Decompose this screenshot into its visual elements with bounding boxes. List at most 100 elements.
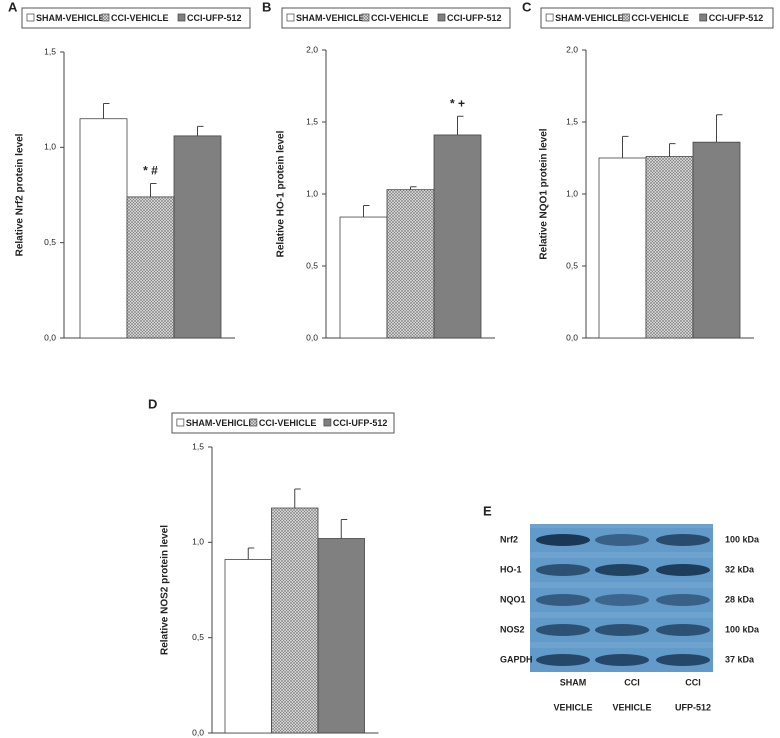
legend-swatch bbox=[323, 418, 332, 427]
legend-label: SHAM-VEHICLE bbox=[555, 13, 624, 23]
error-bar bbox=[103, 102, 110, 119]
blot-band bbox=[595, 624, 649, 636]
error-bar bbox=[294, 488, 301, 509]
error-bar bbox=[363, 205, 370, 218]
protein-label: Nrf2 bbox=[500, 534, 518, 544]
y-tick-label: 0,0 bbox=[44, 332, 56, 342]
y-tick-label: 1,0 bbox=[192, 537, 204, 547]
bar bbox=[271, 507, 319, 734]
lane-label: CCI bbox=[685, 677, 701, 687]
blot-band bbox=[656, 534, 710, 546]
legend-swatch bbox=[177, 13, 186, 22]
blot-band bbox=[656, 594, 710, 606]
bar bbox=[317, 538, 365, 734]
legend-label: CCI-UFP-512 bbox=[447, 13, 502, 23]
annotation: * + bbox=[450, 96, 465, 110]
lane-label: VEHICLE bbox=[612, 702, 651, 712]
bar bbox=[386, 189, 435, 339]
protein-label: NOS2 bbox=[500, 624, 525, 634]
error-bar bbox=[669, 143, 676, 157]
legend-label: CCI-UFP-512 bbox=[709, 13, 764, 23]
legend-swatch bbox=[176, 418, 185, 427]
blot-band bbox=[656, 564, 710, 576]
legend-label: CCI-UFP-512 bbox=[187, 13, 242, 23]
blot-band bbox=[536, 624, 590, 636]
error-bar bbox=[247, 547, 255, 560]
y-tick-label: 1,5 bbox=[192, 441, 204, 451]
legend-label: CCI-VEHICLE bbox=[631, 13, 689, 23]
size-label: 100 kDa bbox=[725, 534, 760, 544]
bar bbox=[598, 157, 647, 339]
blot-band bbox=[595, 534, 649, 546]
error-bar bbox=[457, 115, 464, 135]
lane-label: VEHICLE bbox=[553, 702, 592, 712]
blot-band bbox=[595, 654, 649, 666]
bar bbox=[692, 141, 741, 339]
blot-band bbox=[536, 594, 590, 606]
annotation: * # bbox=[143, 164, 158, 178]
blot-band bbox=[595, 594, 649, 606]
y-tick-label: 1,5 bbox=[566, 116, 578, 126]
legend-box bbox=[281, 7, 511, 29]
error-bar bbox=[197, 125, 204, 136]
bar bbox=[224, 559, 272, 734]
error-bar bbox=[622, 135, 629, 158]
protein-label: HO-1 bbox=[500, 564, 522, 574]
legend-swatch bbox=[361, 13, 370, 22]
blot-band bbox=[656, 654, 710, 666]
blot-band bbox=[536, 534, 590, 546]
lane-label: SHAM bbox=[560, 677, 587, 687]
legend-label: CCI-UFP-512 bbox=[333, 418, 388, 428]
y-axis-label: Relative HO-1 protein level bbox=[276, 130, 287, 257]
panel-label: C bbox=[522, 0, 532, 14]
panel-label: B bbox=[262, 0, 271, 14]
legend-label: CCI-VEHICLE bbox=[259, 418, 317, 428]
legend-box bbox=[21, 7, 251, 29]
y-tick-label: 1,5 bbox=[306, 116, 318, 126]
bar bbox=[645, 156, 694, 339]
size-label: 37 kDa bbox=[725, 654, 755, 664]
lane-label: UFP-512 bbox=[675, 702, 711, 712]
y-tick-label: 0,5 bbox=[192, 632, 204, 642]
lane-label: CCI bbox=[624, 677, 640, 687]
y-axis-label: Relative NQO1 protein level bbox=[539, 128, 550, 259]
y-tick-label: 1,0 bbox=[306, 188, 318, 198]
size-label: 100 kDa bbox=[725, 624, 760, 634]
legend-swatch bbox=[249, 418, 258, 427]
legend-swatch bbox=[286, 13, 295, 22]
error-bar bbox=[716, 114, 723, 143]
blot-band bbox=[656, 624, 710, 636]
y-axis-label: Relative Nrf2 protein level bbox=[15, 133, 26, 256]
legend-swatch bbox=[699, 13, 708, 22]
legend-label: SHAM-VEHICLE bbox=[186, 418, 255, 428]
legend-label: CCI-VEHICLE bbox=[371, 13, 429, 23]
legend-label: SHAM-VEHICLE bbox=[36, 13, 105, 23]
legend-label: CCI-VEHICLE bbox=[111, 13, 169, 23]
blot-band bbox=[536, 564, 590, 576]
bar bbox=[79, 118, 128, 339]
y-axis-label: Relative NOS2 protein level bbox=[160, 525, 171, 655]
y-tick-label: 0,0 bbox=[306, 332, 318, 342]
legend-box bbox=[540, 7, 774, 29]
legend-swatch bbox=[622, 13, 630, 22]
blot-band bbox=[595, 564, 649, 576]
y-tick-label: 0,0 bbox=[192, 727, 204, 737]
y-tick-label: 1,0 bbox=[566, 188, 578, 198]
error-bar bbox=[410, 186, 417, 190]
size-label: 28 kDa bbox=[725, 594, 755, 604]
error-bar bbox=[340, 518, 348, 539]
size-label: 32 kDa bbox=[725, 564, 755, 574]
y-tick-label: 0,5 bbox=[44, 237, 56, 247]
protein-label: NQO1 bbox=[500, 594, 526, 604]
bar bbox=[126, 196, 175, 339]
y-tick-label: 2,0 bbox=[306, 44, 318, 54]
panel-label: A bbox=[8, 0, 18, 14]
blot-band bbox=[536, 654, 590, 666]
y-tick-label: 1,5 bbox=[44, 46, 56, 56]
protein-label: GAPDH bbox=[500, 654, 533, 664]
panel-label: E bbox=[483, 503, 492, 518]
bar bbox=[173, 135, 222, 339]
y-tick-label: 2,0 bbox=[566, 44, 578, 54]
y-tick-label: 0,5 bbox=[306, 260, 318, 270]
